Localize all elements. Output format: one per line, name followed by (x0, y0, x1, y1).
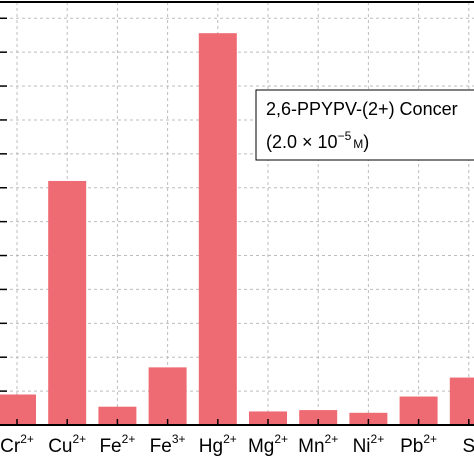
x-tick-label-layer: Cr2+ Cu2+ Fe2+ Fe3+ Hg2+ Mg2+ Mn2+ Ni2+ Pb2+ S (0, 432, 474, 457)
legend-line-2-unit: M (353, 137, 363, 151)
bar (0, 394, 36, 425)
legend: 2,6-PPYPV-(2+) Concer (2.0 × 10−5M) (255, 89, 474, 161)
plot-frame (0, 1, 474, 426)
legend-line-2-close: ) (363, 132, 369, 152)
bar (449, 377, 474, 425)
x-tick-label: Mn2+ (298, 432, 338, 457)
bar (148, 367, 187, 425)
legend-line-2: (2.0 × 10−5M) (266, 129, 369, 152)
legend-box (255, 89, 474, 161)
bar (198, 33, 237, 426)
bar (98, 406, 137, 425)
bar (349, 412, 388, 425)
x-tick-label: Fe2+ (99, 432, 135, 457)
x-tick-label: Cr2+ (0, 432, 34, 457)
bar-layer (0, 33, 474, 426)
bar (249, 411, 287, 425)
x-tick-label: Pb2+ (400, 432, 437, 457)
x-tick-label: Mg2+ (248, 432, 288, 457)
legend-line-2-prefix: (2.0 × 10 (266, 132, 338, 152)
legend-line-1: 2,6-PPYPV-(2+) Concer (266, 99, 458, 119)
bar (299, 410, 338, 425)
x-tick-label: Ni2+ (353, 432, 385, 457)
x-tick-label: Cu2+ (48, 432, 86, 457)
x-tick-label: Hg2+ (199, 432, 237, 457)
legend-line-2-exp: −5 (338, 129, 352, 143)
bar (48, 180, 87, 425)
x-tick-label: S (462, 436, 474, 457)
x-tick-label: Fe3+ (150, 432, 186, 457)
